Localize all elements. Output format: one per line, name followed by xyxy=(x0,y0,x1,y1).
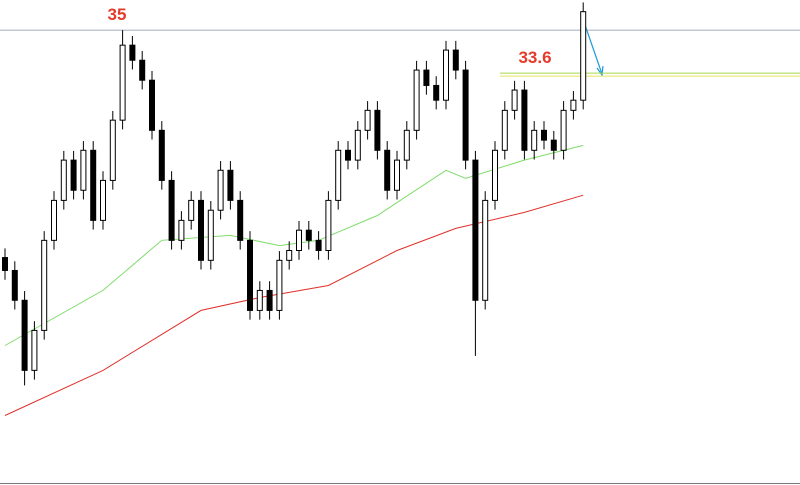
candle-body xyxy=(462,69,469,161)
candle-body xyxy=(550,139,557,151)
arrow xyxy=(584,24,604,77)
candle-body xyxy=(384,149,391,191)
candle-body xyxy=(109,119,116,181)
candle-body xyxy=(472,159,479,301)
candle-body xyxy=(423,69,430,86)
candle-body xyxy=(433,84,440,101)
candle-body xyxy=(560,109,567,151)
candle-body xyxy=(492,149,498,201)
candle-body xyxy=(364,109,371,131)
candle-body xyxy=(296,229,302,251)
candle-body xyxy=(452,49,459,71)
candle-body xyxy=(100,179,106,221)
candle-body xyxy=(188,199,195,221)
candle-body xyxy=(149,79,155,131)
candle-body xyxy=(325,199,332,251)
candle-body xyxy=(51,199,57,241)
candle-body xyxy=(2,257,8,271)
candle-body xyxy=(119,44,126,121)
candle-body xyxy=(276,259,283,311)
candle-body xyxy=(129,44,136,61)
candle-body xyxy=(403,129,410,161)
candle-body xyxy=(531,129,538,151)
moving-average xyxy=(4,194,584,416)
candle-body xyxy=(286,249,293,261)
candle-body xyxy=(217,169,224,211)
candle-body xyxy=(256,289,263,311)
candle-body xyxy=(482,199,489,301)
candle-body xyxy=(413,69,420,131)
candle-body xyxy=(21,299,28,371)
candle-body xyxy=(501,109,508,151)
candle-body xyxy=(570,99,577,111)
candle-body xyxy=(168,179,175,241)
candle-body xyxy=(227,169,234,201)
candle-body xyxy=(394,159,400,191)
candle-body xyxy=(11,269,18,301)
candle-body xyxy=(80,149,87,191)
candle-body xyxy=(315,239,322,251)
candle-body xyxy=(207,209,214,261)
candle-body xyxy=(305,229,312,241)
candle-body xyxy=(580,11,587,101)
candle-body xyxy=(266,289,273,311)
candle-body xyxy=(345,149,351,161)
candle-body xyxy=(139,59,146,81)
candle-body xyxy=(354,129,361,161)
candle-body xyxy=(443,49,449,101)
candle-body xyxy=(521,89,528,151)
candle-body xyxy=(158,129,165,181)
candle-body xyxy=(237,199,244,241)
candle-body xyxy=(41,239,48,331)
candle-body xyxy=(511,89,518,111)
candle-body xyxy=(198,199,204,261)
candle-body xyxy=(247,239,253,311)
candle-body xyxy=(31,329,38,371)
candle-body xyxy=(70,159,77,191)
level-label: 33.6 xyxy=(518,48,551,67)
candle-body xyxy=(335,149,342,201)
candle-body xyxy=(374,109,381,151)
candle-body xyxy=(60,159,67,201)
level-label: 35 xyxy=(108,5,127,24)
candle-body xyxy=(178,219,185,241)
candle-body xyxy=(90,149,97,221)
candle-body xyxy=(541,129,547,141)
